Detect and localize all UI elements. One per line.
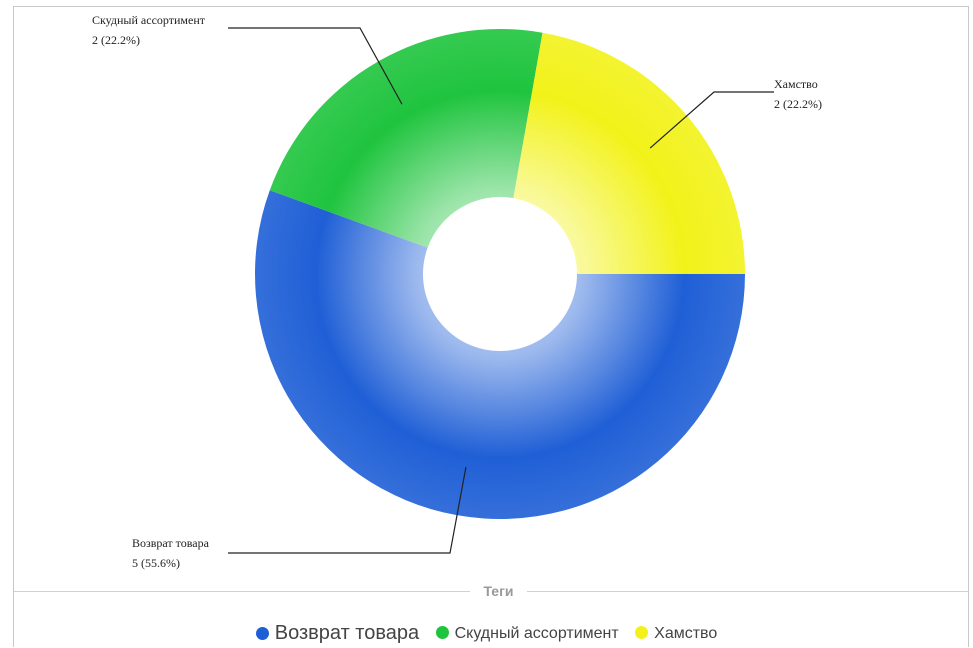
donut-slice-возврат-товара[interactable] [255,190,745,519]
callout-label-возврат-товара: Возврат товара [132,536,210,550]
legend-item-vozvrat-tovara[interactable]: Возврат товара [255,620,420,648]
legend-divider-left [14,591,470,592]
legend-item-skudny-assortiment[interactable]: Скудный ассортимент [435,621,619,647]
legend-item-label: Хамство [654,625,718,642]
callout-line-возврат-товара [228,466,467,554]
donut-slice-скудный-ассортимент[interactable] [269,28,543,248]
callout-label-хамство: Хамство [774,77,818,91]
callout-line-скудный-ассортимент [228,27,403,105]
callout-value-возврат-товара: 5 (55.6%) [132,556,180,570]
callout-label-скудный-ассортимент: Скудный ассортимент [92,13,206,27]
donut-slice-хамство[interactable] [513,32,745,274]
callout-line-хамство [649,91,774,149]
callout-value-хамство: 2 (22.2%) [774,97,822,111]
legend-item-label: Возврат товара [274,622,420,644]
callout-value-скудный-ассортимент: 2 (22.2%) [92,33,140,47]
legend-dot-icon [255,627,269,640]
legend-item-label: Скудный ассортимент [454,625,619,642]
legend-dot-icon [435,626,449,639]
legend-title: Теги [483,583,514,599]
legend: Возврат товара Скудный ассортимент Хамст… [0,620,973,648]
legend-item-hamstvo[interactable]: Хамство [635,621,717,647]
legend-divider-right [527,591,968,592]
legend-dot-icon [635,626,649,639]
